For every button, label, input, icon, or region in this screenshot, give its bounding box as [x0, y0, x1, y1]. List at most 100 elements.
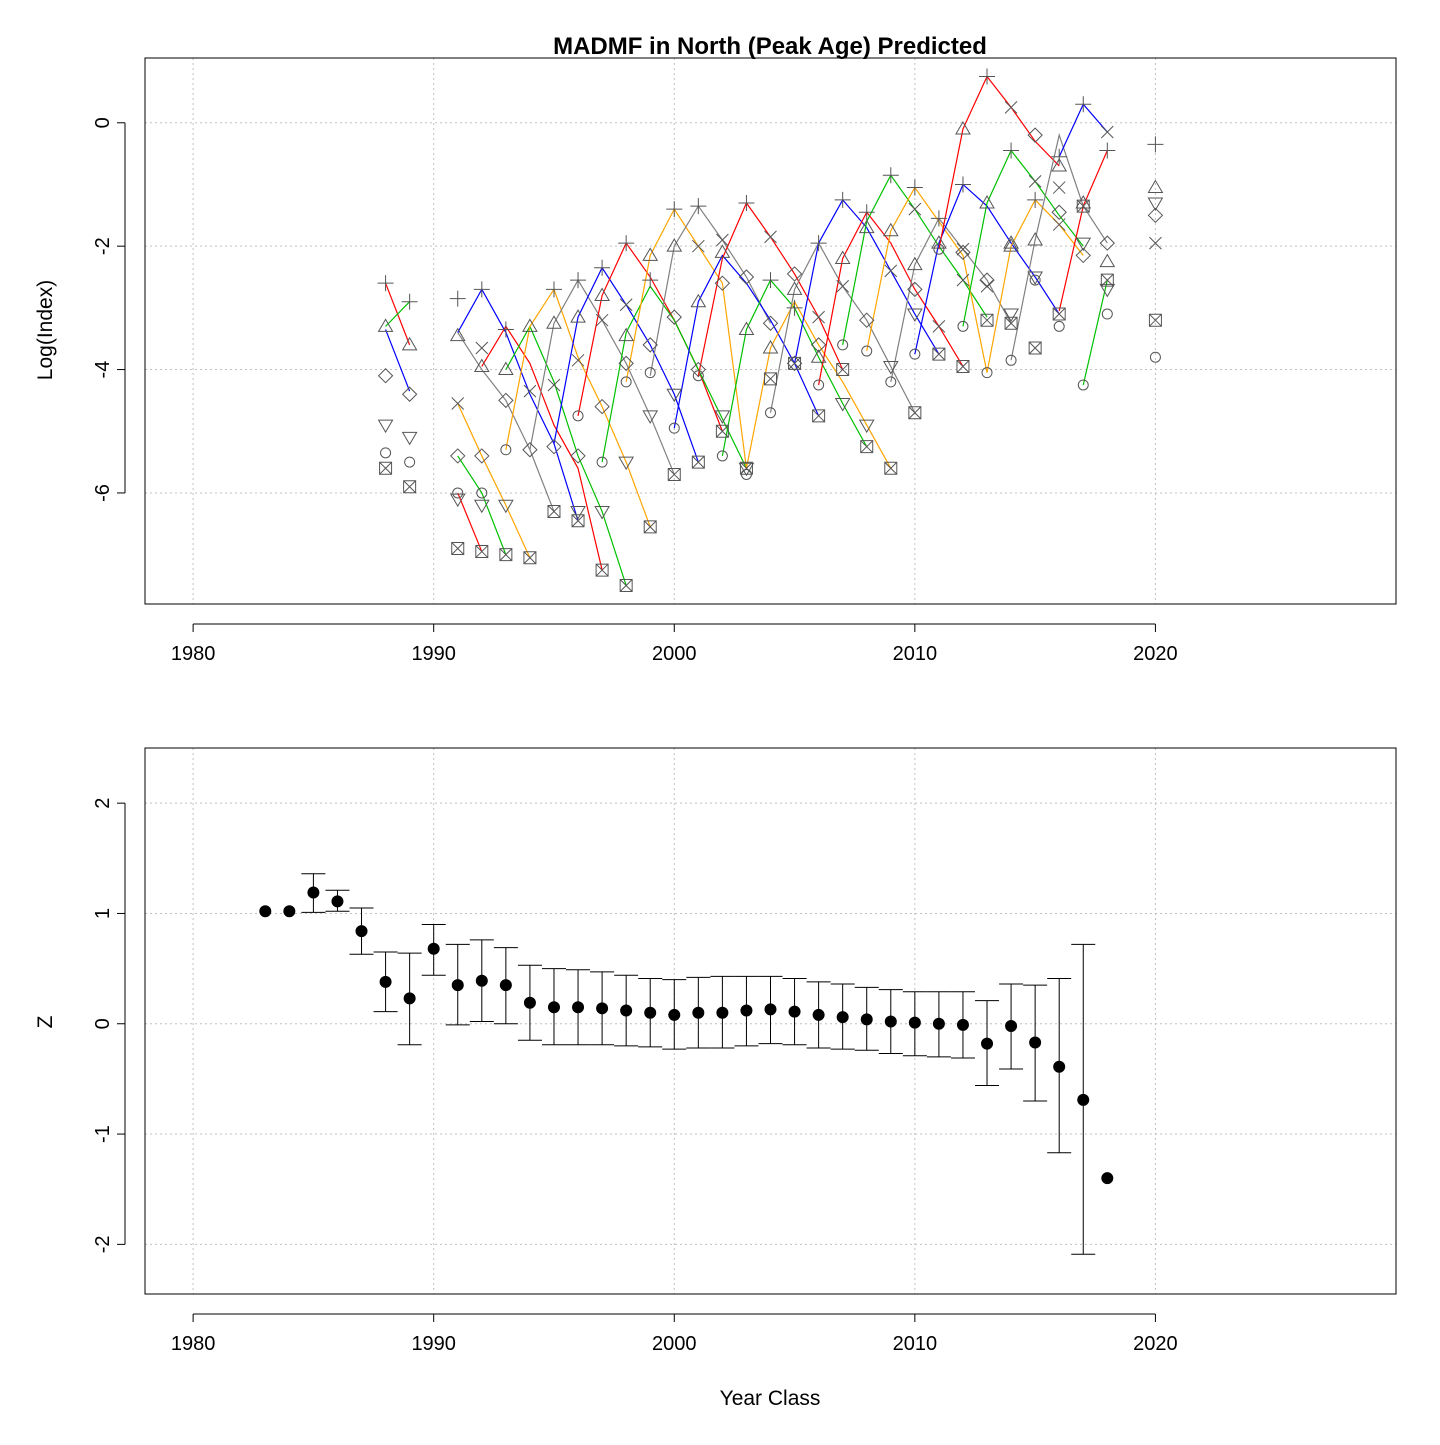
point-diamond [979, 272, 995, 288]
series-line-10 [505, 288, 651, 528]
point-triangle [546, 315, 562, 329]
point-diamond [546, 438, 562, 455]
point-x [1052, 218, 1066, 231]
series-line-20 [745, 300, 892, 469]
z-point [1053, 1060, 1066, 1073]
point-plus [377, 275, 394, 292]
point-plus [858, 204, 875, 221]
point-x [547, 378, 561, 392]
point-triangle [618, 327, 635, 342]
point-diamond [666, 309, 682, 325]
z-point [884, 1015, 897, 1028]
z-point [932, 1017, 945, 1030]
point-circle [1149, 351, 1161, 363]
point-diamond [570, 448, 586, 464]
z-point [860, 1013, 873, 1026]
point-plus [570, 272, 587, 289]
point-x [451, 397, 465, 410]
z-point [668, 1008, 681, 1021]
point-x [716, 233, 729, 247]
series-line-34 [1082, 279, 1108, 386]
top-y-tick-label: -6 [92, 484, 114, 502]
point-circle [861, 345, 873, 357]
z-point [1077, 1093, 1090, 1106]
point-triangle-down [906, 308, 923, 323]
z-point [716, 1006, 729, 1019]
point-triangle-down [858, 419, 875, 434]
series-line-6 [457, 332, 555, 512]
point-triangle-down [738, 462, 755, 477]
bottom-x-tick-label: 1980 [171, 1333, 216, 1355]
point-square-x [715, 424, 729, 438]
z-point [427, 942, 440, 955]
top-x-tick-label: 2020 [1133, 643, 1178, 665]
point-circle [1101, 308, 1113, 320]
bottom-y-axis-label: Z [34, 1015, 57, 1028]
point-triangle [642, 247, 659, 261]
point-circle [837, 339, 849, 351]
point-triangle [497, 361, 514, 376]
z-point [1005, 1019, 1018, 1032]
point-triangle-down [473, 499, 490, 514]
point-circle [1077, 379, 1089, 391]
point-triangle-down [642, 410, 659, 424]
point-x [884, 264, 898, 278]
point-circle [644, 367, 656, 379]
chart-title: MADMF in North (Peak Age) Predicted [553, 33, 987, 60]
point-triangle-down [714, 410, 731, 424]
series-line-8 [481, 325, 603, 571]
point-x [1100, 125, 1114, 139]
point-square-x [1028, 341, 1042, 355]
point-square-x [1052, 307, 1066, 321]
point-x [1149, 236, 1162, 250]
top-plot-frame [144, 57, 1397, 605]
point-square-x [571, 514, 585, 528]
z-point [523, 996, 536, 1009]
z-point [475, 974, 488, 987]
point-triangle [377, 318, 394, 332]
point-square-x [1148, 313, 1162, 327]
point-plus [930, 210, 947, 227]
z-point [956, 1018, 969, 1031]
point-triangle [690, 293, 707, 308]
point-diamond [498, 392, 514, 409]
point-circle [813, 379, 825, 391]
top-y-tick-label: -4 [92, 361, 114, 379]
point-square-x [1076, 199, 1090, 213]
point-square-x [643, 520, 657, 534]
point-x [1052, 181, 1066, 194]
point-plus [449, 290, 466, 307]
point-square-x [1004, 316, 1018, 330]
point-square-x [475, 545, 489, 559]
point-triangle-down [377, 419, 394, 434]
point-diamond [1027, 127, 1043, 143]
z-point [355, 925, 368, 938]
point-diamond [859, 312, 875, 328]
bottom-x-tick-label: 2020 [1133, 1333, 1178, 1355]
point-triangle [1051, 157, 1068, 172]
point-triangle [955, 120, 971, 135]
top-y-axis-label: Log(Index) [34, 280, 57, 380]
bottom-x-axis-label: Year Class [720, 1387, 821, 1410]
point-circle [452, 487, 464, 499]
point-diamond [474, 448, 490, 464]
point-square-x [547, 504, 561, 518]
point-plus [762, 272, 779, 289]
point-square-x [403, 480, 417, 494]
point-x [932, 320, 946, 333]
bottom-y-tick-label: 0 [92, 1018, 114, 1029]
point-square-x [451, 541, 465, 555]
point-square-x [667, 467, 681, 481]
z-point [499, 979, 512, 992]
point-plus [642, 272, 659, 289]
series-line-16 [649, 204, 772, 376]
point-triangle [1027, 232, 1044, 246]
point-triangle [594, 287, 610, 302]
point-diamond [690, 361, 707, 378]
point-circle [572, 410, 584, 422]
point-triangle [810, 349, 827, 363]
point-diamond [401, 386, 418, 402]
point-square-x [860, 440, 874, 454]
z-point [283, 905, 296, 918]
